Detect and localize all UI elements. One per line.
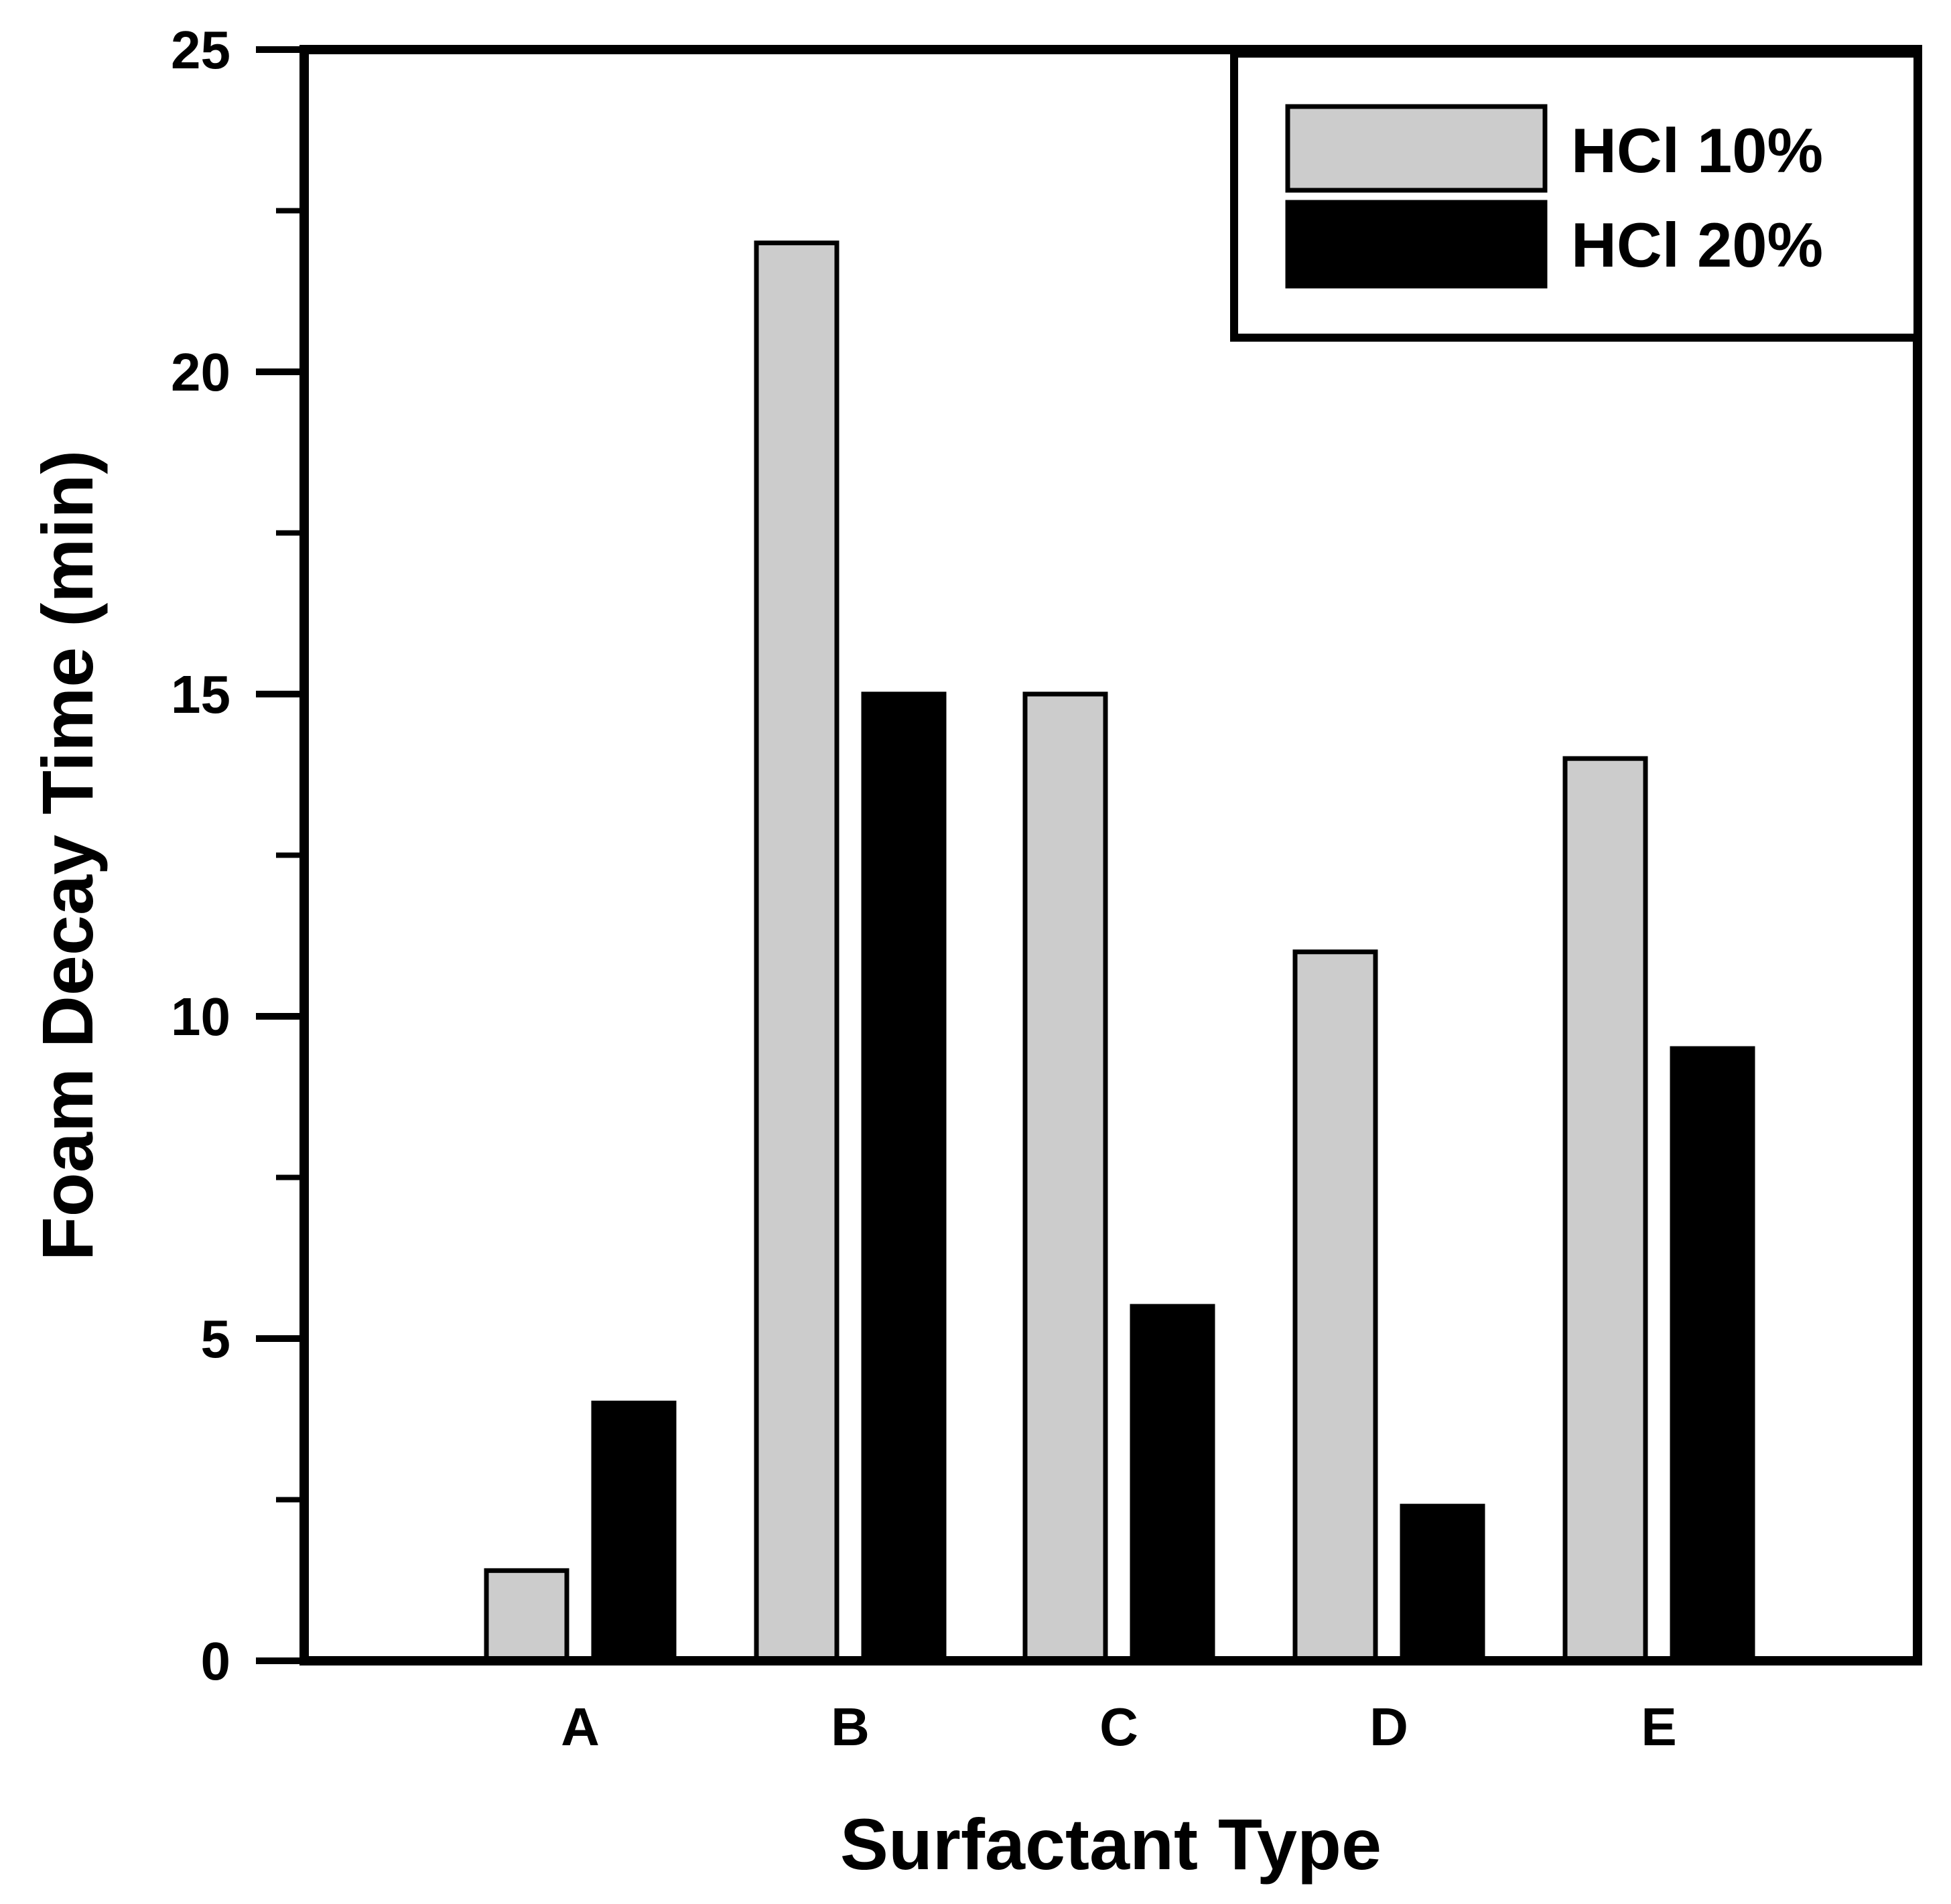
x-category-label-c: C: [1099, 1697, 1138, 1757]
x-category-label-d: D: [1369, 1697, 1408, 1757]
x-category-label-b: B: [831, 1697, 870, 1757]
y-axis-title: Foam Decay Time (min): [27, 450, 108, 1261]
bar-hcl-20-d: [1400, 1503, 1485, 1663]
bar-hcl-20-e: [1670, 1046, 1755, 1663]
bars-group: [484, 241, 1755, 1663]
y-tick-label-25: 25: [171, 20, 230, 80]
bar-hcl-20-a: [591, 1400, 677, 1663]
legend-label-hcl-20: HCl 20%: [1571, 210, 1823, 280]
bar-hcl-10-a: [484, 1568, 569, 1663]
y-tick-label-10: 10: [171, 987, 230, 1046]
bar-hcl-10-e: [1562, 756, 1648, 1663]
y-tick-label-5: 5: [201, 1309, 231, 1369]
legend-box: [1230, 50, 1922, 342]
x-category-label-e: E: [1641, 1697, 1676, 1757]
legend-swatch-hcl-10: [1285, 104, 1548, 193]
plot-frame: [299, 45, 1922, 1665]
legend: HCl 10% HCl 20%: [1230, 50, 1922, 342]
x-category-label-a: A: [561, 1697, 600, 1757]
bar-hcl-20-b: [861, 691, 947, 1663]
y-tick-labels-group: 0 5 10 15 20 25: [171, 20, 230, 1691]
bar-hcl-20-c: [1130, 1304, 1215, 1663]
x-axis-title: Surfactant Type: [840, 1804, 1382, 1885]
bar-hcl-10-d: [1292, 949, 1378, 1663]
y-tick-label-15: 15: [171, 665, 230, 724]
bar-hcl-10-b: [754, 241, 839, 1663]
bar-hcl-10-c: [1022, 691, 1108, 1663]
legend-label-hcl-10: HCl 10%: [1571, 115, 1823, 186]
legend-swatch-hcl-20: [1285, 200, 1548, 289]
y-tick-label-20: 20: [171, 342, 230, 402]
y-tick-label-0: 0: [201, 1631, 231, 1691]
x-category-labels-group: A B C D E: [561, 1697, 1677, 1757]
